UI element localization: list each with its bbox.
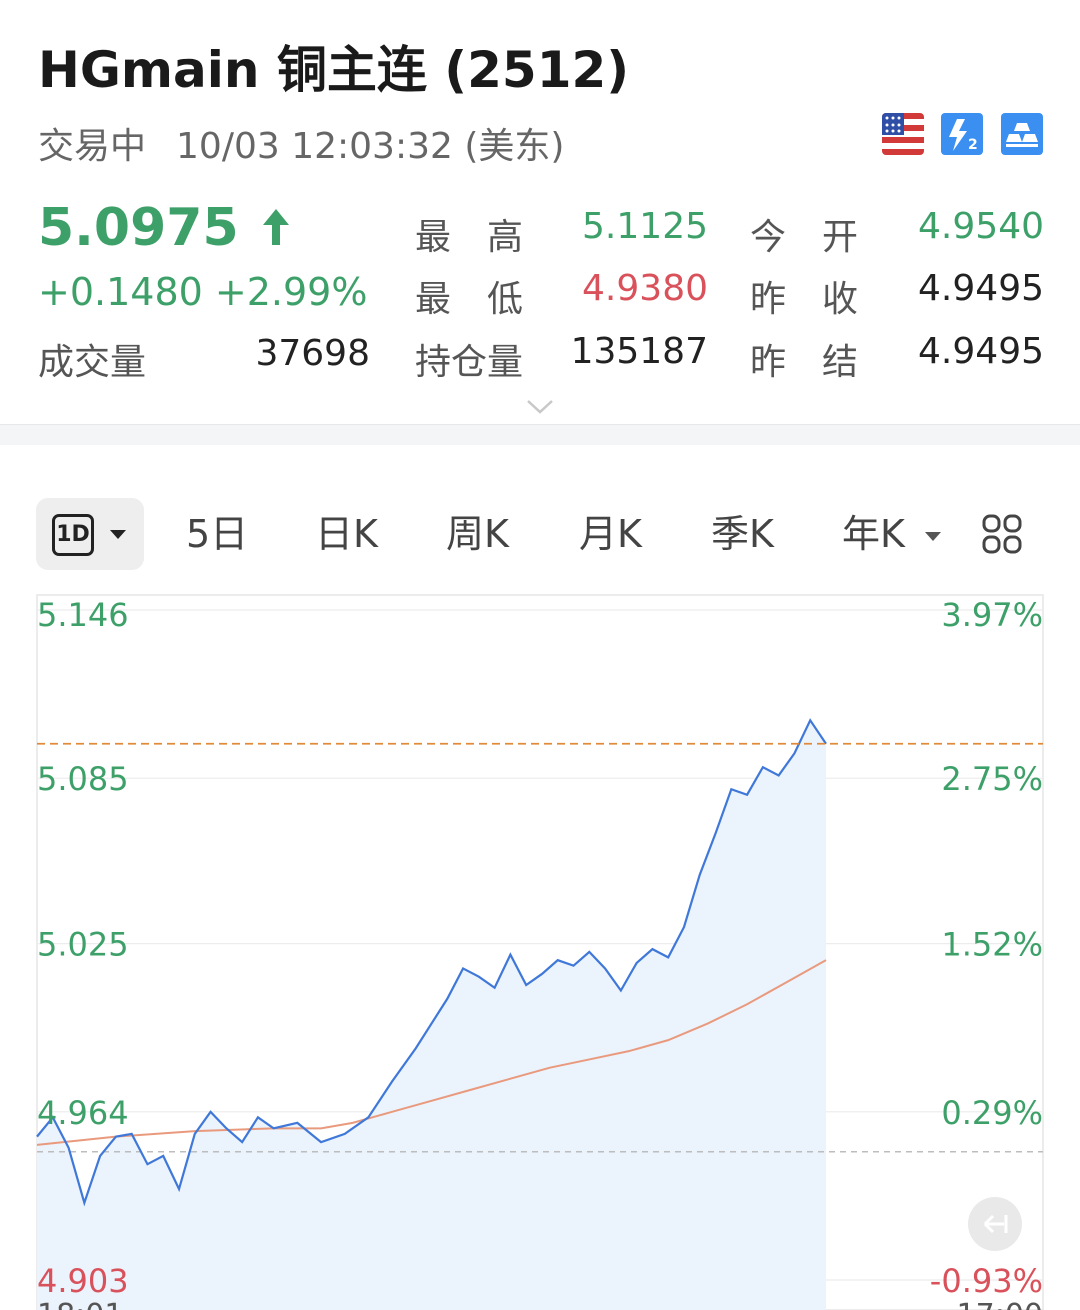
status-label: 交易中 <box>38 126 147 167</box>
last-price-value: 5.0975 <box>38 198 239 258</box>
open-label: 今 开 <box>750 217 859 258</box>
tab-quarter-k[interactable]: 季K <box>711 512 774 556</box>
x-tick-label: 18:01 <box>37 1298 123 1310</box>
level2-icon[interactable]: 2 <box>941 113 983 155</box>
caret-down-icon <box>925 532 942 541</box>
tab-month-k[interactable]: 月K <box>579 512 642 556</box>
volume-label: 成交量 <box>38 342 147 383</box>
grid-menu-icon[interactable] <box>982 514 1022 554</box>
timestamp: 10/03 12:03:32 (美东) <box>176 126 565 167</box>
y-tick-label-left: 5.085 <box>37 760 129 798</box>
y-tick-label-left: 5.025 <box>37 926 129 964</box>
caret-down-icon <box>110 530 126 539</box>
average-price-line <box>36 959 827 1146</box>
y-tick-label-right: 1.52% <box>941 926 1043 964</box>
price-line <box>36 718 827 1207</box>
open-value: 4.9540 <box>918 206 1044 247</box>
y-tick-label-left: 4.964 <box>37 1094 129 1132</box>
prev-close-value: 4.9495 <box>918 268 1044 309</box>
trading-status: 交易中 10/03 12:03:32 (美东) <box>38 117 564 169</box>
low-value: 4.9380 <box>582 268 708 309</box>
tab-1d[interactable]: 1D <box>36 498 144 570</box>
open-interest-value: 135187 <box>570 331 708 372</box>
page-title: HGmain 铜主连 (2512) <box>38 41 630 99</box>
x-tick-label: 17:00 <box>957 1298 1043 1310</box>
y-tick-label-right: 0.29% <box>941 1094 1043 1132</box>
svg-text:2: 2 <box>968 137 978 153</box>
y-tick-label-left: 5.146 <box>37 596 129 634</box>
price-change: +0.1480 +2.99% <box>38 270 368 314</box>
high-value: 5.1125 <box>582 206 708 247</box>
tab-year-k[interactable]: 年K <box>842 498 942 570</box>
prev-settle-label: 昨 结 <box>750 342 859 383</box>
y-tick-label-left: 4.903 <box>37 1262 129 1300</box>
prev-settle-value: 4.9495 <box>918 331 1044 372</box>
section-divider <box>0 424 1080 445</box>
tab-year-k-label: 年K <box>842 512 905 556</box>
back-to-latest-button[interactable] <box>968 1197 1022 1251</box>
y-tick-label-right: 2.75% <box>941 760 1043 798</box>
back-arrow-icon <box>983 1214 1008 1234</box>
price-area <box>37 720 826 1310</box>
tab-week-k[interactable]: 周K <box>446 512 509 556</box>
x-axis-labels: 18:01 17:00 <box>37 1298 1043 1310</box>
arrow-up-icon <box>262 209 289 245</box>
volume-value: 37698 <box>255 333 370 374</box>
last-price: 5.0975 <box>38 198 291 258</box>
y-tick-label-right: -0.93% <box>930 1262 1043 1300</box>
intraday-chart[interactable]: 5.146 3.97% 5.085 2.75% 5.025 1.52% 4.964 0.29%… <box>0 590 1080 1310</box>
open-interest-label: 持仓量 <box>415 342 524 383</box>
tab-1d-label: 1D <box>52 514 94 556</box>
tab-day-k[interactable]: 日K <box>315 512 378 556</box>
chevron-down-icon[interactable] <box>526 398 554 416</box>
us-flag-icon[interactable] <box>882 113 924 155</box>
chart-frame <box>36 594 1044 1310</box>
tab-5day[interactable]: 5日 <box>186 512 249 556</box>
prev-close-label: 昨 收 <box>750 279 859 320</box>
high-label: 最 高 <box>415 217 524 258</box>
y-tick-label-right: 3.97% <box>941 596 1043 634</box>
low-label: 最 低 <box>415 279 524 320</box>
y-axis-labels: 5.146 3.97% 5.085 2.75% 5.025 1.52% 4.964 0.29%… <box>37 596 1043 1300</box>
copper-bars-icon[interactable] <box>1001 113 1043 155</box>
